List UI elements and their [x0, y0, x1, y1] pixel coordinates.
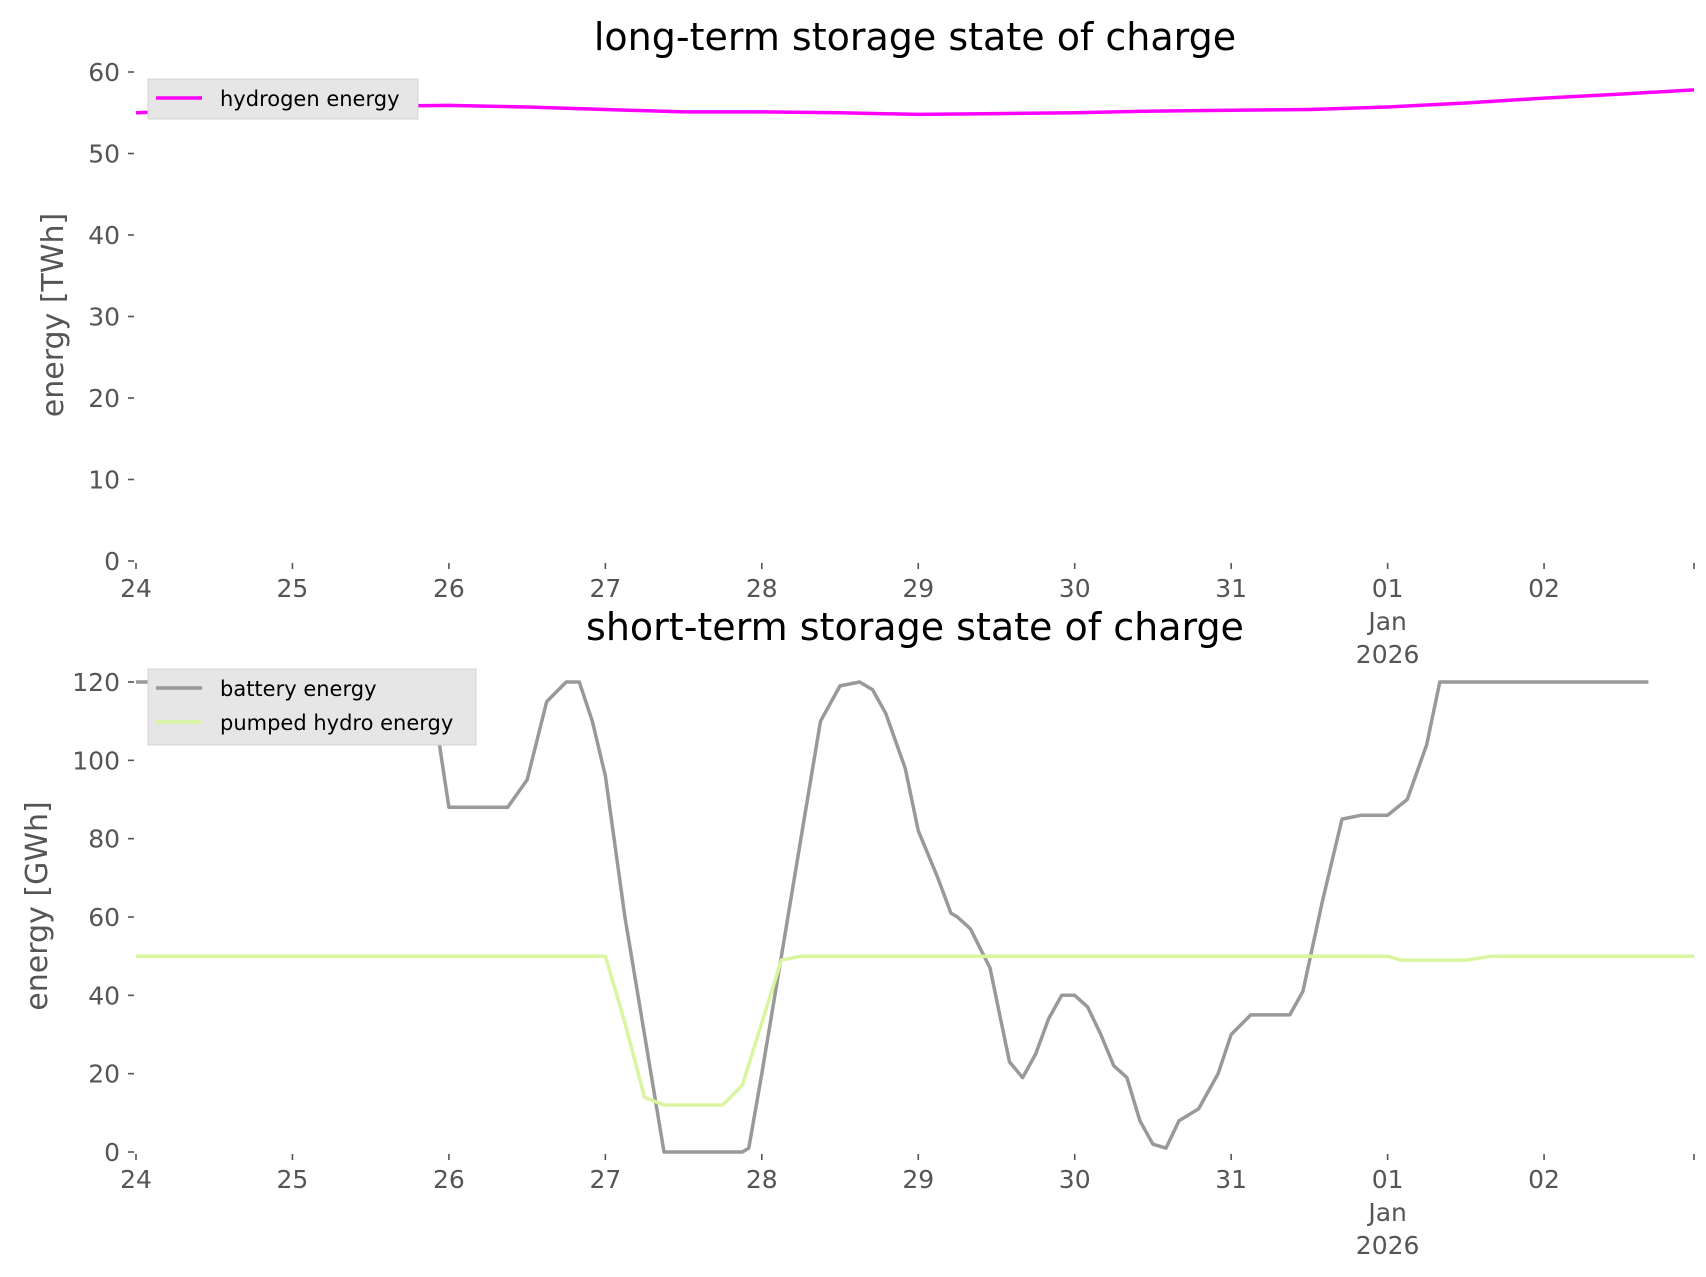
x-tick-label: 24 [120, 1165, 152, 1194]
y-tick-label: 60 [88, 58, 120, 87]
chart-top: long-term storage state of charge energy… [36, 15, 1695, 669]
legend-box [147, 668, 477, 746]
x-tick-label: 30 [1059, 1165, 1091, 1194]
x-tick-label: 25 [277, 574, 309, 603]
x-tick-label: 25 [277, 1165, 309, 1194]
x-tick-label: 27 [589, 574, 621, 603]
x-tick-label: 28 [746, 574, 778, 603]
y-tick-label: 20 [88, 384, 120, 413]
x-tick-label: Jan [1366, 607, 1407, 636]
x-tick-label: 2026 [1356, 640, 1420, 669]
legend-label-pumped-hydro: pumped hydro energy [220, 711, 453, 735]
y-tick-label: 120 [72, 668, 120, 697]
y-tick-label: 30 [88, 303, 120, 332]
x-tick-label: 01 [1372, 1165, 1404, 1194]
x-axis-ticks: 24 25 26 27 28 29 30 31 01 Jan 2026 02 [120, 563, 1695, 669]
y-tick-label: 40 [88, 221, 120, 250]
legend-label-hydrogen: hydrogen energy [220, 87, 400, 111]
y-tick-label: 100 [72, 746, 120, 775]
legend-label-battery: battery energy [220, 677, 377, 701]
series-line-battery-energy [136, 680, 1649, 1154]
x-tick-label: 30 [1059, 574, 1091, 603]
y-tick-label: 0 [104, 547, 120, 576]
y-tick-label: 20 [88, 1060, 120, 1089]
legend: battery energy pumped hydro energy [147, 668, 477, 746]
plot-lines [136, 680, 1694, 1154]
y-tick-label: 10 [88, 466, 120, 495]
legend: hydrogen energy [147, 78, 419, 120]
chart-title: long-term storage state of charge [594, 15, 1236, 59]
y-tick-label: 60 [88, 903, 120, 932]
x-tick-label: 28 [746, 1165, 778, 1194]
y-tick-label: 0 [104, 1138, 120, 1167]
x-tick-label: 27 [589, 1165, 621, 1194]
x-tick-label: 24 [120, 574, 152, 603]
x-tick-label: 29 [902, 1165, 934, 1194]
x-tick-label: 26 [433, 574, 465, 603]
x-tick-label: 01 [1372, 574, 1404, 603]
x-tick-label: 02 [1528, 1165, 1560, 1194]
series-line-pumped-hydro-energy [136, 954, 1694, 1107]
x-tick-label: 2026 [1356, 1231, 1420, 1260]
x-tick-label: 29 [902, 574, 934, 603]
x-axis-ticks: 24 25 26 27 28 29 30 31 01 Jan 2026 02 [120, 1154, 1695, 1260]
chart-bottom: short-term storage state of charge energ… [20, 605, 1695, 1260]
y-axis-ticks: 0 20 40 60 80 100 120 [72, 668, 134, 1167]
y-tick-label: 50 [88, 140, 120, 169]
y-axis-label: energy [TWh] [36, 213, 71, 417]
y-axis-label: energy [GWh] [20, 801, 55, 1010]
x-tick-label: 02 [1528, 574, 1560, 603]
y-tick-label: 80 [88, 825, 120, 854]
chart-title: short-term storage state of charge [586, 605, 1244, 649]
x-tick-label: 31 [1215, 574, 1247, 603]
x-tick-label: Jan [1366, 1198, 1407, 1227]
y-tick-label: 40 [88, 981, 120, 1010]
y-axis-ticks: 0 10 20 30 40 50 60 [88, 58, 134, 576]
x-tick-label: 26 [433, 1165, 465, 1194]
x-tick-label: 31 [1215, 1165, 1247, 1194]
